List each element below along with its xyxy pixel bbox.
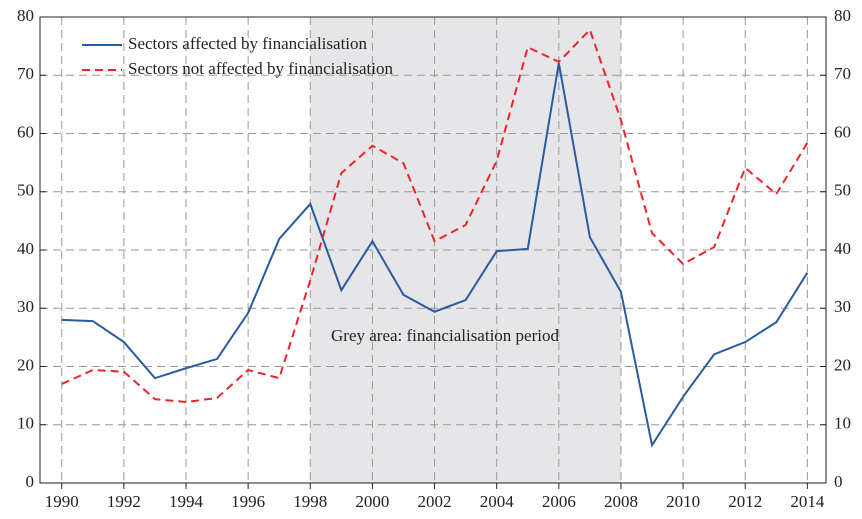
- x-tick-label: 1994: [169, 492, 204, 511]
- x-tick-label: 1998: [293, 492, 327, 511]
- y-tick-label: 50: [17, 181, 34, 200]
- y2-tick-label: 50: [834, 181, 851, 200]
- y2-tick-label: 10: [834, 414, 851, 433]
- y2-tick-label: 0: [834, 472, 843, 491]
- y2-tick-label: 60: [834, 122, 851, 141]
- x-tick-label: 1990: [45, 492, 79, 511]
- x-tick-label: 2004: [480, 492, 515, 511]
- shaded-period: [310, 17, 621, 483]
- series-line: [61, 27, 809, 404]
- y-tick-label: 30: [17, 297, 34, 316]
- x-tick-label: 1996: [231, 492, 265, 511]
- x-tick-label: 2008: [604, 492, 638, 511]
- y2-tick-label: 20: [834, 355, 851, 374]
- x-tick-label: 2014: [790, 492, 825, 511]
- x-tick-label: 2006: [542, 492, 576, 511]
- annotation: Grey area: financialisation period: [331, 326, 559, 345]
- series-line: [61, 62, 809, 448]
- legend-label: Sectors affected by financialisation: [128, 34, 368, 53]
- y-tick-label: 60: [17, 122, 34, 141]
- y2-tick-label: 40: [834, 239, 851, 258]
- x-tick-label: 2012: [728, 492, 762, 511]
- plot-frame: [39, 16, 827, 484]
- x-tick-label: 2010: [666, 492, 700, 511]
- y-tick-label: 40: [17, 239, 34, 258]
- y-tick-label: 20: [17, 355, 34, 374]
- y2-tick-label: 70: [834, 64, 851, 83]
- y2-tick-label: 80: [834, 6, 851, 25]
- x-tick-label: 2002: [418, 492, 452, 511]
- y-tick-label: 80: [17, 6, 34, 25]
- x-tick-label: 2000: [355, 492, 389, 511]
- y-tick-label: 70: [17, 64, 34, 83]
- y2-tick-label: 30: [834, 297, 851, 316]
- x-tick-label: 1992: [107, 492, 141, 511]
- legend-label: Sectors not affected by financialisation: [128, 59, 393, 78]
- y-tick-label: 0: [26, 472, 35, 491]
- y-tick-label: 10: [17, 414, 34, 433]
